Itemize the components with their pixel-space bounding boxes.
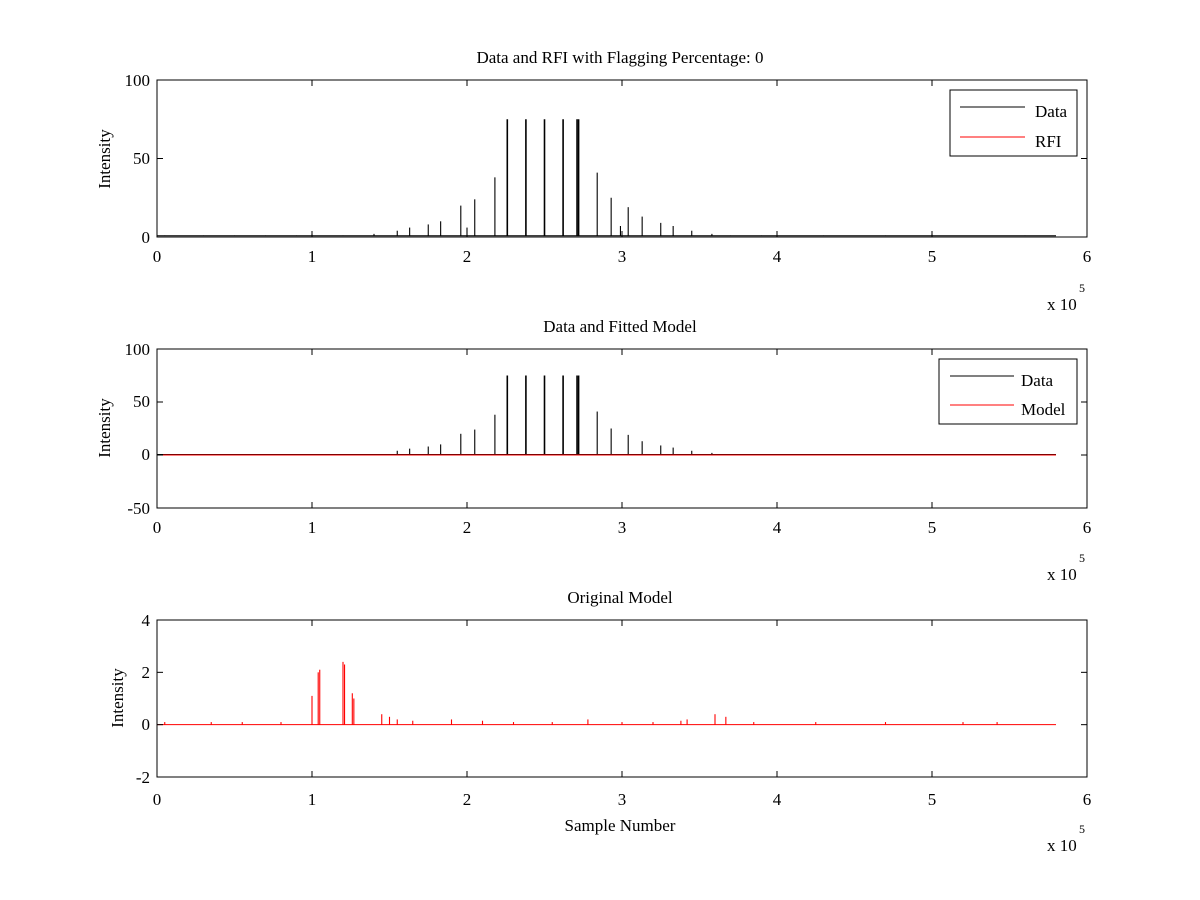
subplot-2-x-multiplier: x 10 5 — [1047, 551, 1085, 584]
subplot-2-legend-model-label: Model — [1021, 400, 1066, 419]
subplot-3-xtick-3: 3 — [618, 790, 627, 809]
subplot-3-xtick-0: 0 — [153, 790, 162, 809]
subplot-2-xtick-3: 3 — [618, 518, 627, 537]
subplot-2-y-tick-labels: -50 0 50 100 — [125, 340, 151, 518]
subplot-1-ytick-1: 50 — [133, 149, 150, 168]
subplot-3-plot-area — [156, 619, 1088, 778]
subplot-1-legend-data-label: Data — [1035, 102, 1068, 121]
subplot-1-legend-box — [949, 89, 1078, 157]
subplot-2-plot-area — [156, 348, 1088, 509]
subplot-3-x-multiplier-exponent: 5 — [1079, 822, 1085, 836]
subplot-1-title: Data and RFI with Flagging Percentage: 0 — [476, 48, 763, 67]
subplot-2-x-multiplier-exponent: 5 — [1079, 551, 1085, 565]
subplot-2-ticks — [156, 348, 1088, 509]
subplot-1: Data and RFI with Flagging Percentage: 0… — [95, 48, 1091, 314]
subplot-2-xtick-2: 2 — [463, 518, 472, 537]
subplot-1-y-tick-labels: 0 50 100 — [125, 71, 151, 247]
subplot-1-legend: Data RFI — [949, 89, 1078, 157]
subplot-3-x-multiplier: x 10 5 — [1047, 822, 1085, 855]
subplot-3-ytick-2: 2 — [142, 663, 151, 682]
subplot-1-x-tick-labels: 0 1 2 3 4 5 6 — [153, 247, 1092, 266]
subplot-3-title: Original Model — [567, 588, 673, 607]
subplot-3-y-tick-labels: -2 0 2 4 — [136, 611, 151, 787]
subplot-2-ytick-0: -50 — [127, 499, 150, 518]
subplot-3-ytick-0: -2 — [136, 768, 150, 787]
subplot-3-xtick-6: 6 — [1083, 790, 1092, 809]
subplot-2-ytick-2: 50 — [133, 392, 150, 411]
subplot-1-ytick-2: 100 — [125, 71, 151, 90]
subplot-1-x-multiplier: x 10 5 — [1047, 281, 1085, 314]
subplot-2-legend: Data Model — [938, 358, 1078, 425]
subplot-1-xtick-6: 6 — [1083, 247, 1092, 266]
subplot-3: Original Model Intensity 0 1 2 3 4 5 6 -… — [108, 588, 1091, 855]
subplot-2-ytick-3: 100 — [125, 340, 151, 359]
subplot-1-data-series — [157, 119, 1056, 237]
subplot-1-x-multiplier-base: x 10 — [1047, 295, 1077, 314]
subplot-2: Data and Fitted Model Intensity 0 1 2 3 … — [95, 317, 1091, 584]
subplot-1-ticks — [156, 79, 1088, 238]
subplot-2-xtick-0: 0 — [153, 518, 162, 537]
subplot-3-xtick-1: 1 — [308, 790, 317, 809]
subplot-3-ytick-1: 0 — [142, 715, 151, 734]
subplot-3-x-multiplier-base: x 10 — [1047, 836, 1077, 855]
subplot-3-xlabel: Sample Number — [565, 816, 676, 835]
subplot-3-ytick-3: 4 — [142, 611, 151, 630]
subplot-1-legend-rfi-label: RFI — [1035, 132, 1062, 151]
subplot-2-xtick-1: 1 — [308, 518, 317, 537]
subplot-3-xtick-4: 4 — [773, 790, 782, 809]
subplot-2-data-series — [157, 375, 1056, 455]
subplot-1-xtick-3: 3 — [618, 247, 627, 266]
subplot-1-x-multiplier-exponent: 5 — [1079, 281, 1085, 295]
subplot-2-xtick-4: 4 — [773, 518, 782, 537]
subplot-1-ytick-0: 0 — [142, 228, 151, 247]
subplot-2-x-tick-labels: 0 1 2 3 4 5 6 — [153, 518, 1092, 537]
subplot-2-ylabel: Intensity — [95, 398, 114, 458]
subplot-2-legend-data-label: Data — [1021, 371, 1054, 390]
subplot-2-x-multiplier-base: x 10 — [1047, 565, 1077, 584]
subplot-1-xtick-5: 5 — [928, 247, 937, 266]
subplot-2-ytick-1: 0 — [142, 445, 151, 464]
subplot-3-x-tick-labels: 0 1 2 3 4 5 6 — [153, 790, 1092, 809]
subplot-1-xtick-1: 1 — [308, 247, 317, 266]
subplot-3-ticks — [156, 619, 1088, 778]
subplot-3-xtick-5: 5 — [928, 790, 937, 809]
subplot-3-ylabel: Intensity — [108, 668, 127, 728]
subplot-1-plot-area — [156, 79, 1088, 238]
subplot-2-title: Data and Fitted Model — [543, 317, 697, 336]
subplot-1-xtick-2: 2 — [463, 247, 472, 266]
subplot-3-model-series — [157, 661, 1056, 726]
subplot-2-xtick-6: 6 — [1083, 518, 1092, 537]
subplot-2-xtick-5: 5 — [928, 518, 937, 537]
subplot-1-xtick-0: 0 — [153, 247, 162, 266]
subplot-1-ylabel: Intensity — [95, 129, 114, 189]
subplot-1-xtick-4: 4 — [773, 247, 782, 266]
subplot-2-legend-box — [938, 358, 1078, 425]
subplot-3-xtick-2: 2 — [463, 790, 472, 809]
